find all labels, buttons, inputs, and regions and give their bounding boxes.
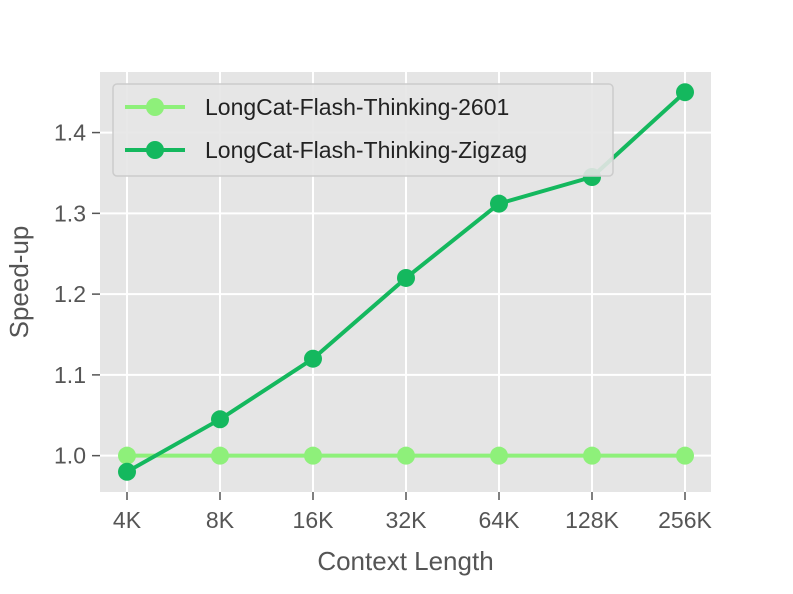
legend-marker	[146, 141, 164, 159]
legend-marker	[146, 98, 164, 116]
x-axis-label: Context Length	[317, 546, 493, 576]
series-2	[118, 83, 694, 481]
legend-label: LongCat-Flash-Thinking-2601	[205, 94, 509, 120]
x-tick-label: 128K	[565, 507, 619, 533]
y-tick-label: 1.1	[54, 362, 86, 388]
data-point	[118, 446, 136, 465]
axis-ticks: 4K 8K 16K 32K 64K 128K 256K 1.0 1.1 1.2 1.3 1.4	[54, 120, 712, 533]
y-tick-label: 1.0	[54, 443, 86, 469]
y-axis-label: Speed-up	[4, 226, 34, 339]
data-point	[304, 349, 322, 368]
data-point	[118, 462, 136, 481]
data-point	[490, 446, 508, 465]
data-point	[490, 194, 508, 213]
data-point	[676, 83, 694, 102]
x-tick-label: 64K	[479, 507, 521, 533]
data-point	[304, 446, 322, 465]
y-tick-label: 1.2	[54, 281, 86, 307]
legend-box	[112, 83, 614, 177]
y-tick-label: 1.4	[54, 120, 86, 146]
y-tick-label: 1.3	[54, 200, 86, 226]
series-1	[118, 446, 694, 465]
x-tick-label: 32K	[386, 507, 428, 533]
data-point	[583, 446, 601, 465]
data-point	[397, 268, 415, 287]
data-point	[397, 446, 415, 465]
x-tick-label: 16K	[293, 507, 335, 533]
legend-label: LongCat-Flash-Thinking-Zigzag	[205, 137, 527, 163]
data-point	[211, 410, 229, 429]
data-point	[211, 446, 229, 465]
series-layer	[118, 83, 694, 481]
legend: LongCat-Flash-Thinking-2601 LongCat-Flash…	[112, 83, 614, 177]
x-tick-label: 8K	[206, 507, 235, 533]
x-tick-label: 4K	[113, 507, 142, 533]
x-tick-label: 256K	[658, 507, 712, 533]
data-point	[676, 446, 694, 465]
